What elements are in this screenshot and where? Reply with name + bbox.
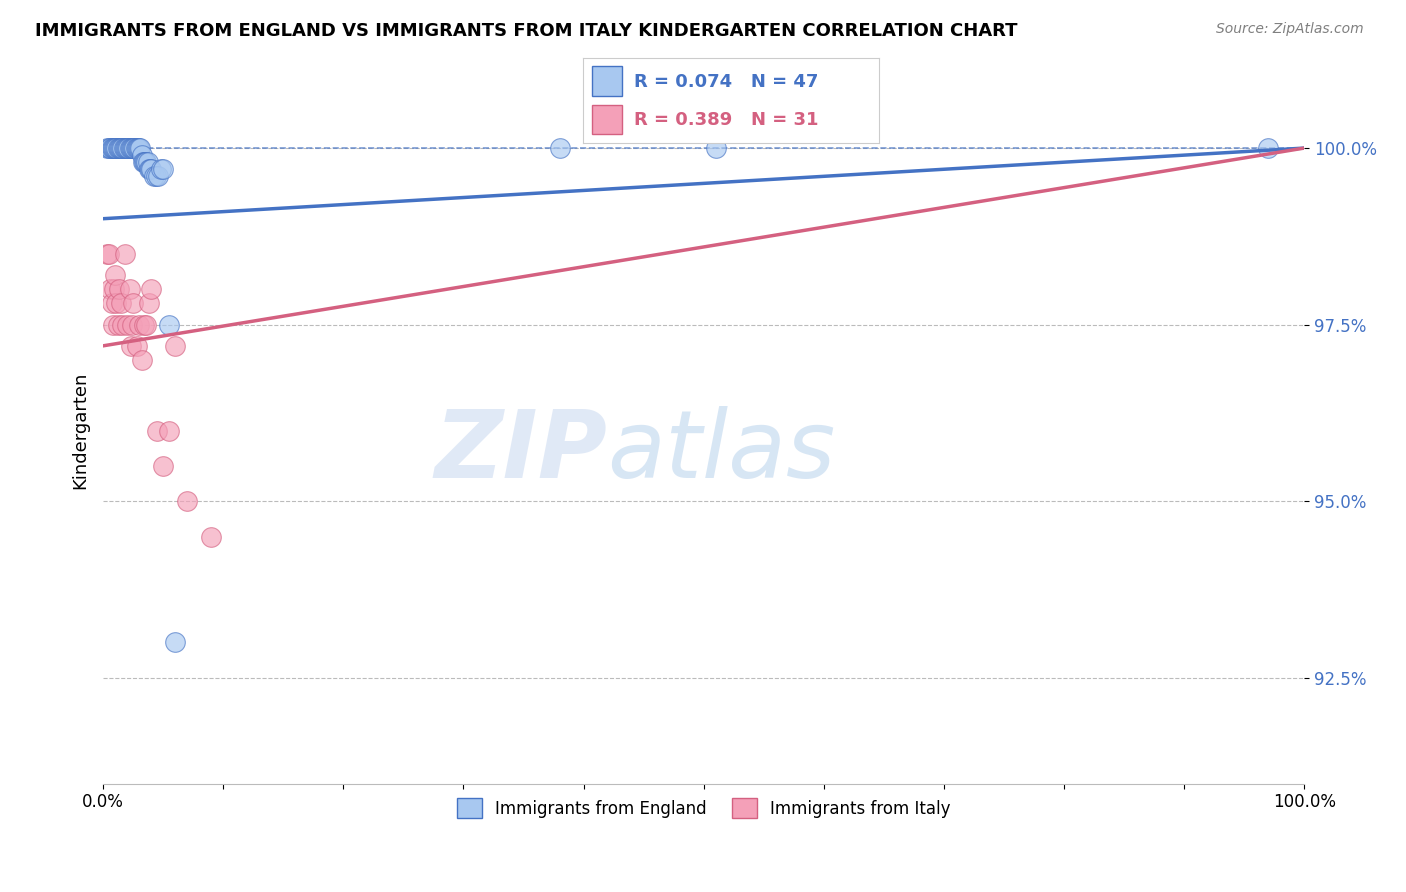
Point	[103, 282, 125, 296]
Point	[114, 141, 136, 155]
Y-axis label: Kindergarten: Kindergarten	[72, 372, 89, 490]
Point	[152, 162, 174, 177]
Point	[98, 247, 121, 261]
FancyBboxPatch shape	[592, 67, 621, 96]
Point	[115, 141, 138, 155]
Point	[112, 141, 135, 155]
Point	[122, 141, 145, 155]
Point	[98, 282, 121, 296]
Point	[132, 318, 155, 332]
Text: R = 0.389   N = 31: R = 0.389 N = 31	[634, 111, 818, 128]
Point	[141, 162, 163, 177]
Point	[149, 162, 172, 177]
Point	[118, 282, 141, 296]
Point	[110, 141, 132, 155]
Point	[108, 141, 131, 155]
Point	[111, 141, 134, 155]
Point	[115, 141, 138, 155]
Point	[200, 529, 222, 543]
Point	[165, 339, 187, 353]
Point	[107, 141, 129, 155]
Point	[134, 155, 156, 169]
Text: IMMIGRANTS FROM ENGLAND VS IMMIGRANTS FROM ITALY KINDERGARTEN CORRELATION CHART: IMMIGRANTS FROM ENGLAND VS IMMIGRANTS FR…	[35, 22, 1018, 40]
Point	[142, 169, 165, 184]
Point	[98, 141, 121, 155]
Point	[131, 148, 153, 162]
Point	[104, 141, 127, 155]
Point	[146, 424, 169, 438]
Point	[124, 141, 146, 155]
Point	[100, 296, 122, 310]
Text: atlas: atlas	[607, 406, 835, 497]
Text: R = 0.074   N = 47: R = 0.074 N = 47	[634, 73, 818, 91]
Point	[111, 318, 134, 332]
Point	[129, 141, 152, 155]
Point	[114, 247, 136, 261]
Point	[165, 635, 187, 649]
Point	[120, 339, 142, 353]
Legend: Immigrants from England, Immigrants from Italy: Immigrants from England, Immigrants from…	[450, 791, 957, 825]
Point	[176, 494, 198, 508]
FancyBboxPatch shape	[592, 104, 621, 134]
Text: ZIP: ZIP	[434, 406, 607, 498]
Point	[107, 282, 129, 296]
Point	[139, 162, 162, 177]
Point	[117, 141, 139, 155]
Point	[104, 268, 127, 283]
Point	[118, 141, 141, 155]
Point	[105, 141, 128, 155]
Point	[125, 339, 148, 353]
Point	[135, 155, 157, 169]
Point	[136, 155, 159, 169]
Point	[107, 318, 129, 332]
Point	[128, 318, 150, 332]
Text: Source: ZipAtlas.com: Source: ZipAtlas.com	[1216, 22, 1364, 37]
Point	[145, 169, 167, 184]
Point	[100, 141, 122, 155]
Point	[125, 141, 148, 155]
Point	[1257, 141, 1279, 155]
Point	[157, 424, 180, 438]
Point	[138, 162, 160, 177]
Point	[115, 318, 138, 332]
Point	[110, 296, 132, 310]
Point	[141, 282, 163, 296]
Point	[704, 141, 727, 155]
Point	[121, 318, 143, 332]
Point	[105, 296, 128, 310]
Point	[128, 141, 150, 155]
Point	[127, 141, 149, 155]
Point	[107, 141, 129, 155]
Point	[152, 458, 174, 473]
Point	[122, 296, 145, 310]
Point	[121, 141, 143, 155]
Point	[98, 141, 121, 155]
Point	[157, 318, 180, 332]
Point	[101, 318, 124, 332]
Point	[548, 141, 571, 155]
Point	[120, 141, 142, 155]
Point	[132, 155, 155, 169]
Point	[148, 169, 170, 184]
Point	[124, 141, 146, 155]
Point	[132, 155, 155, 169]
Point	[131, 353, 153, 368]
Point	[96, 247, 118, 261]
Point	[101, 141, 124, 155]
Point	[103, 141, 125, 155]
Point	[138, 296, 160, 310]
Point	[96, 141, 118, 155]
Point	[135, 318, 157, 332]
